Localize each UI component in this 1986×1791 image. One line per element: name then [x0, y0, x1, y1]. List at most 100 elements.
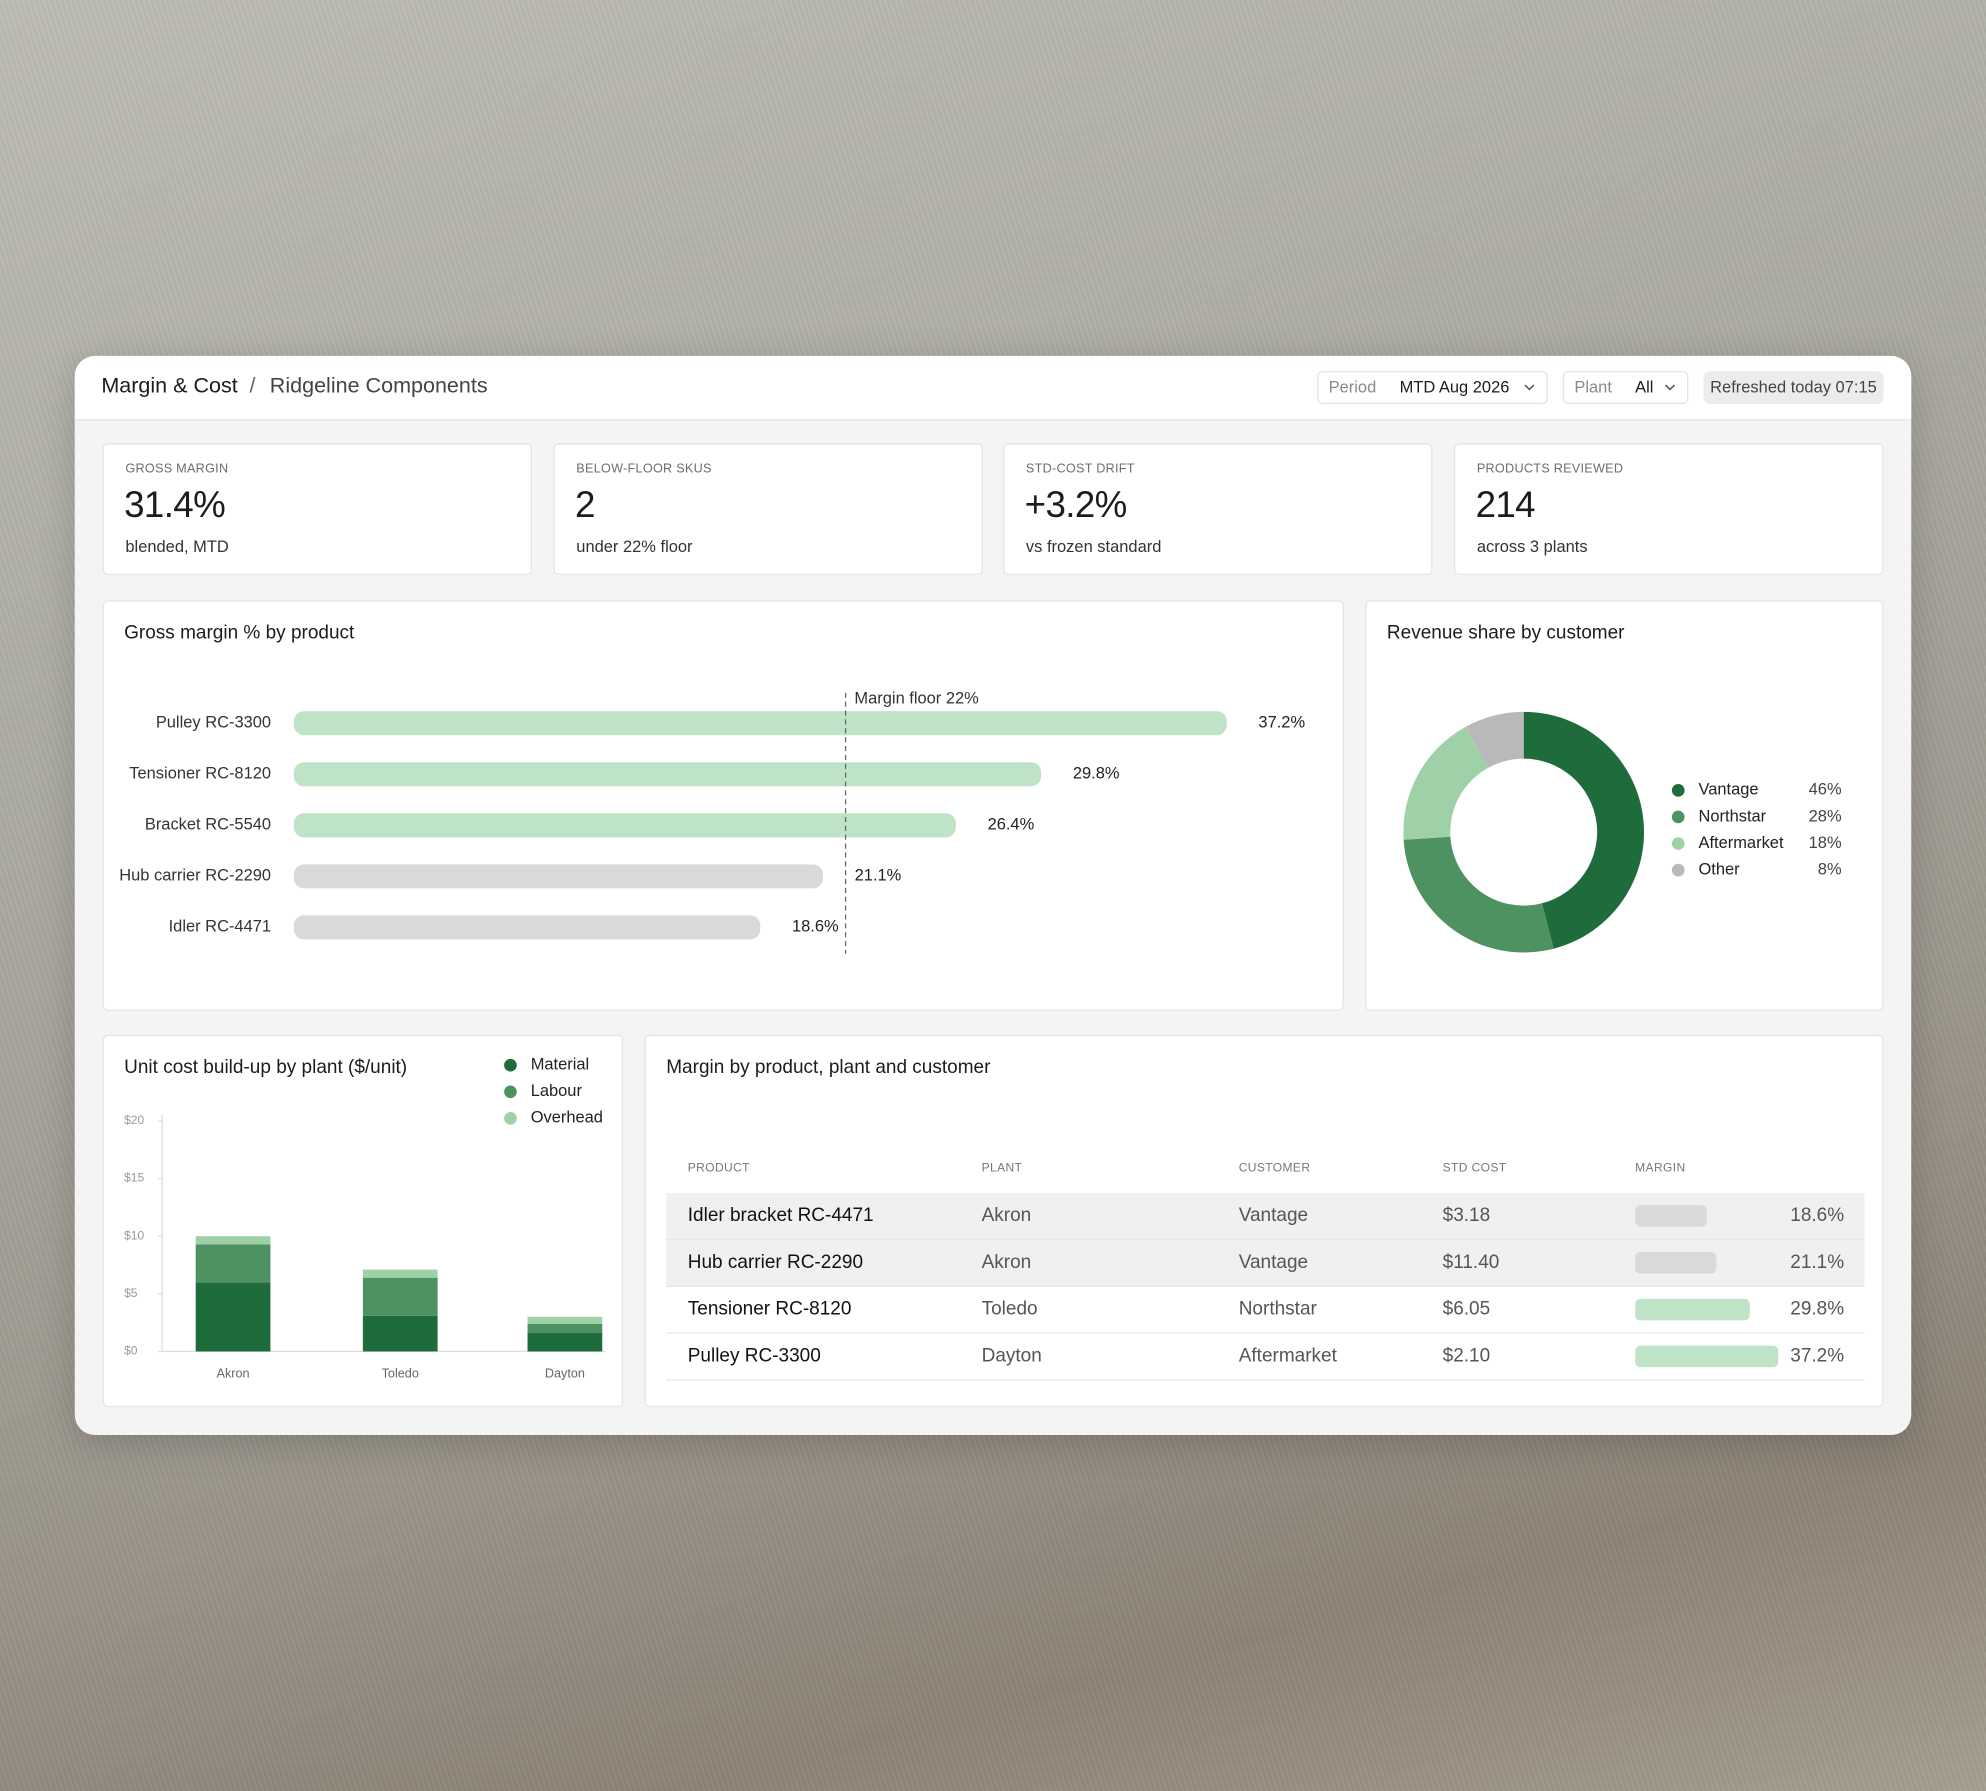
table-panel: Margin by product, plant and customer PRO… [644, 1034, 1884, 1408]
legend-label: Labour [531, 1082, 583, 1100]
kpi-label: PRODUCTS REVIEWED [1476, 462, 1624, 477]
y-tick-label: $5 [124, 1286, 138, 1300]
legend-label: Northstar [1698, 807, 1766, 825]
legend-swatch [504, 1112, 517, 1125]
kpi-label: GROSS MARGIN [125, 462, 229, 477]
product-cell: Tensioner RC-8120 [687, 1298, 852, 1320]
kpi-note: under 22% floor [576, 537, 693, 557]
table-row: Pulley RC-3300 Dayton Aftermarket $2.10 37.2… [666, 1334, 1865, 1381]
table-cell: Vantage [1238, 1204, 1309, 1227]
bar-segment [362, 1315, 438, 1352]
y-tick-label: $15 [124, 1171, 144, 1185]
table-cell: $6.05 [1442, 1298, 1491, 1320]
kpi-note: across 3 plants [1476, 537, 1588, 557]
value-label: 26.4% [988, 816, 1035, 834]
margin-value: 21.1% [1790, 1251, 1845, 1273]
category-label: Bracket RC-5540 [145, 816, 271, 834]
margin-bar [1635, 1252, 1717, 1274]
bar-segment [527, 1316, 603, 1324]
plant-filter[interactable]: Plant All [1562, 371, 1689, 405]
breadcrumb-separator: / [249, 373, 256, 398]
category-label: Tensioner RC-8120 [129, 765, 271, 783]
panel-title: Unit cost build-up by plant ($/unit) [124, 1056, 408, 1078]
bar [293, 711, 1227, 736]
margin-value: 37.2% [1790, 1345, 1845, 1367]
reference-label: Margin floor 22% [854, 689, 979, 707]
legend-swatch [1671, 863, 1685, 877]
product-cell: Idler bracket RC-4471 [687, 1204, 874, 1227]
margin-bar-area [1635, 1298, 1750, 1321]
legend-swatch [504, 1085, 517, 1099]
bar-segment [527, 1323, 603, 1333]
bar-segment [362, 1269, 438, 1278]
table-cell: Aftermarket [1238, 1345, 1337, 1367]
legend-label: Aftermarket [1698, 834, 1783, 852]
margin-bar-area [1635, 1205, 1707, 1227]
table-row: Hub carrier RC-2290 Akron Vantage $11.40 21.… [666, 1239, 1865, 1287]
table-row: Idler bracket RC-4471 Akron Vantage $3.18 18… [666, 1193, 1865, 1240]
panel-title: Gross margin % by product [124, 621, 355, 644]
donut-segment [1403, 726, 1489, 840]
chevron [1665, 384, 1675, 391]
column-header: PLANT [981, 1161, 1023, 1176]
bar [293, 864, 823, 889]
x-tick-label: Toledo [382, 1367, 419, 1381]
column-header: MARGIN [1635, 1161, 1686, 1176]
legend-value: 18% [1809, 834, 1842, 852]
kpi-card: PRODUCTS REVIEWED 214 across 3 plants [1454, 443, 1884, 576]
page-title: Margin & Cost [101, 373, 238, 398]
margin-panel: Gross margin % by product Pulley RC-3300 3… [102, 600, 1344, 1011]
x-tick-label: Dayton [545, 1367, 585, 1381]
kpi-card: GROSS MARGIN 31.4% blended, MTD [102, 443, 532, 576]
margin-value: 18.6% [1790, 1204, 1845, 1227]
y-tick-label: $10 [124, 1228, 144, 1242]
category-label: Pulley RC-3300 [156, 714, 271, 732]
margin-bar [1635, 1345, 1779, 1368]
chart-area: $0 $5 $10 $15 $20 Akron Toledo Dayton Material La… [124, 1056, 606, 1381]
table-cell: $11.40 [1442, 1251, 1500, 1273]
table-cell: Toledo [981, 1298, 1038, 1320]
kpi-card: BELOW-FLOOR SKUS 2 under 22% floor [553, 443, 983, 576]
legend-label: Other [1698, 860, 1740, 878]
value-label: 21.1% [855, 867, 902, 885]
margin-bar-area [1635, 1252, 1717, 1274]
y-tick-label: $0 [124, 1344, 138, 1358]
kpi-label: BELOW-FLOOR SKUS [576, 462, 712, 477]
filter-label: Period [1328, 377, 1377, 397]
kpi-note: vs frozen standard [1025, 537, 1162, 557]
kpi-value: 31.4% [124, 485, 226, 526]
category-label: Hub carrier RC-2290 [119, 867, 271, 885]
bar-segment [195, 1244, 271, 1283]
kpi-value: 214 [1475, 485, 1536, 526]
bar-segment [195, 1236, 271, 1245]
table-cell: $3.18 [1442, 1204, 1491, 1227]
refresh-status: Refreshed today 07:15 [1703, 371, 1884, 405]
product-cell: Pulley RC-3300 [687, 1345, 821, 1367]
table-cell: Akron [981, 1251, 1032, 1273]
filter-value: MTD Aug 2026 [1399, 377, 1510, 397]
table-row: Tensioner RC-8120 Toledo Northstar $6.05 29.… [666, 1287, 1865, 1334]
bar [293, 915, 761, 940]
kpi-value: +3.2% [1024, 485, 1128, 526]
legend-value: 8% [1818, 860, 1842, 878]
legend-swatch [1671, 810, 1685, 824]
filter-label: Plant [1574, 377, 1612, 397]
table-cell: Akron [981, 1204, 1032, 1227]
kpi-card: STD-COST DRIFT +3.2% vs frozen standard [1003, 443, 1433, 576]
period-filter[interactable]: Period MTD Aug 2026 [1317, 371, 1548, 405]
value-label: 37.2% [1258, 714, 1305, 732]
bar-segment [195, 1282, 271, 1352]
page-subtitle: Ridgeline Components [269, 373, 488, 398]
column-header: PRODUCT [687, 1161, 750, 1176]
kpi-label: STD-COST DRIFT [1025, 462, 1135, 477]
legend-swatch [1671, 784, 1685, 797]
legend-label: Overhead [531, 1109, 603, 1127]
value-label: 29.8% [1073, 765, 1120, 783]
x-tick-label: Akron [217, 1367, 250, 1381]
table-cell: Vantage [1238, 1251, 1309, 1273]
margin-value: 29.8% [1790, 1298, 1845, 1320]
chart-area: Vantage 46% Northstar 28% Aftermarket 18% Othe… [1403, 711, 1842, 953]
donut-segment [1465, 711, 1524, 768]
